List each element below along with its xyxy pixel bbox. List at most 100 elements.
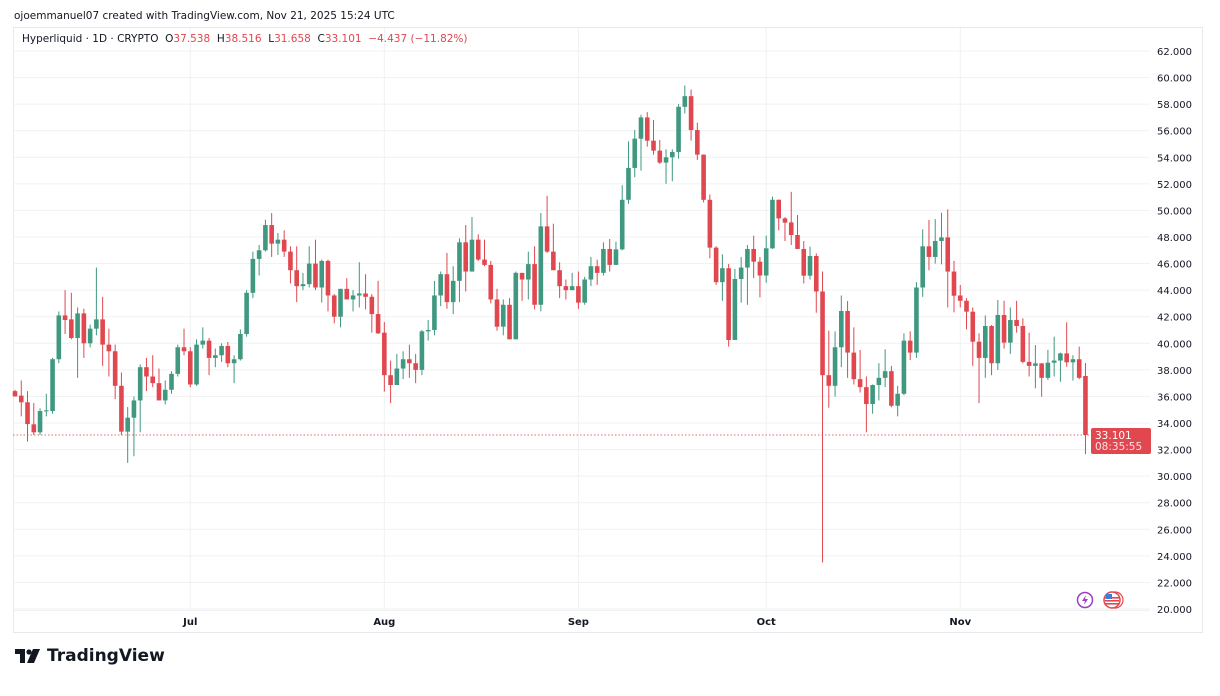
- candle[interactable]: [100, 296, 105, 366]
- candle[interactable]: [895, 385, 900, 417]
- candle[interactable]: [25, 391, 30, 442]
- candle[interactable]: [162, 380, 168, 405]
- candle[interactable]: [181, 328, 187, 356]
- candle[interactable]: [357, 262, 362, 308]
- candle[interactable]: [12, 389, 18, 397]
- candle[interactable]: [112, 344, 118, 400]
- candle[interactable]: [488, 260, 494, 304]
- candle[interactable]: [657, 140, 663, 164]
- candle[interactable]: [87, 324, 93, 348]
- candle[interactable]: [494, 288, 500, 331]
- candle[interactable]: [194, 339, 199, 386]
- candle[interactable]: [1039, 363, 1044, 397]
- candle[interactable]: [1026, 332, 1032, 377]
- candle[interactable]: [939, 212, 944, 265]
- candle[interactable]: [920, 229, 925, 297]
- candle[interactable]: [1014, 300, 1019, 333]
- candle[interactable]: [732, 268, 738, 340]
- candle[interactable]: [294, 246, 299, 303]
- candle[interactable]: [482, 239, 487, 267]
- candle[interactable]: [62, 290, 68, 334]
- candle[interactable]: [601, 242, 606, 276]
- candle[interactable]: [419, 330, 425, 376]
- candle[interactable]: [444, 252, 450, 309]
- candle[interactable]: [18, 380, 24, 417]
- candle[interactable]: [726, 263, 731, 347]
- candle[interactable]: [826, 330, 832, 408]
- candle[interactable]: [663, 149, 669, 184]
- candle[interactable]: [682, 85, 688, 114]
- candle[interactable]: [187, 347, 193, 388]
- candle[interactable]: [513, 271, 519, 340]
- candle[interactable]: [131, 396, 137, 457]
- candle[interactable]: [845, 301, 850, 378]
- candle[interactable]: [225, 341, 231, 368]
- candle[interactable]: [325, 259, 331, 312]
- candle[interactable]: [350, 290, 356, 312]
- candle[interactable]: [676, 104, 681, 159]
- candle[interactable]: [901, 333, 907, 396]
- candle[interactable]: [213, 348, 218, 368]
- candle[interactable]: [1020, 318, 1026, 364]
- candle[interactable]: [94, 267, 99, 336]
- candle[interactable]: [876, 363, 882, 401]
- candle[interactable]: [119, 372, 124, 435]
- candle[interactable]: [469, 217, 475, 272]
- candle[interactable]: [720, 254, 725, 301]
- candle[interactable]: [263, 219, 268, 252]
- candle[interactable]: [983, 315, 988, 378]
- candle[interactable]: [907, 331, 913, 361]
- candle[interactable]: [432, 280, 437, 336]
- candle[interactable]: [551, 223, 556, 271]
- candle[interactable]: [37, 408, 43, 435]
- candle[interactable]: [306, 246, 312, 288]
- candle[interactable]: [500, 299, 506, 336]
- candle[interactable]: [300, 272, 306, 291]
- candle[interactable]: [144, 357, 149, 392]
- candle[interactable]: [1045, 349, 1051, 380]
- candle[interactable]: [125, 407, 130, 463]
- candle[interactable]: [56, 311, 62, 364]
- candle[interactable]: [281, 230, 287, 257]
- candle[interactable]: [407, 344, 412, 378]
- candle[interactable]: [1070, 355, 1076, 381]
- candle[interactable]: [313, 239, 318, 291]
- candle[interactable]: [382, 322, 387, 392]
- candle[interactable]: [1058, 352, 1063, 382]
- candle[interactable]: [106, 328, 112, 377]
- candle[interactable]: [688, 89, 694, 141]
- lightning-icon[interactable]: [1076, 591, 1094, 609]
- candle[interactable]: [582, 276, 587, 305]
- candle[interactable]: [820, 271, 825, 563]
- candle[interactable]: [763, 235, 769, 283]
- candle[interactable]: [557, 262, 562, 299]
- candle[interactable]: [156, 368, 162, 401]
- candle[interactable]: [1051, 336, 1057, 377]
- candle[interactable]: [50, 357, 55, 414]
- candle[interactable]: [945, 209, 951, 308]
- candle[interactable]: [206, 337, 212, 376]
- candle[interactable]: [795, 214, 800, 249]
- candle[interactable]: [757, 256, 763, 298]
- candle[interactable]: [701, 154, 706, 203]
- candle[interactable]: [244, 290, 249, 337]
- candle[interactable]: [839, 295, 844, 368]
- candle[interactable]: [607, 238, 612, 272]
- candle[interactable]: [989, 324, 994, 376]
- candle[interactable]: [331, 294, 337, 324]
- candle[interactable]: [619, 185, 625, 251]
- candle[interactable]: [150, 355, 156, 388]
- candle[interactable]: [238, 329, 243, 361]
- candle[interactable]: [563, 279, 569, 300]
- tradingview-logo[interactable]: TradingView: [15, 646, 165, 666]
- candle[interactable]: [957, 284, 963, 308]
- candle[interactable]: [219, 343, 224, 362]
- candle[interactable]: [776, 199, 782, 231]
- candle[interactable]: [738, 256, 744, 303]
- candle[interactable]: [413, 353, 418, 384]
- candle[interactable]: [864, 376, 869, 433]
- candle[interactable]: [770, 196, 775, 249]
- candle[interactable]: [1033, 345, 1038, 389]
- candle[interactable]: [626, 141, 631, 204]
